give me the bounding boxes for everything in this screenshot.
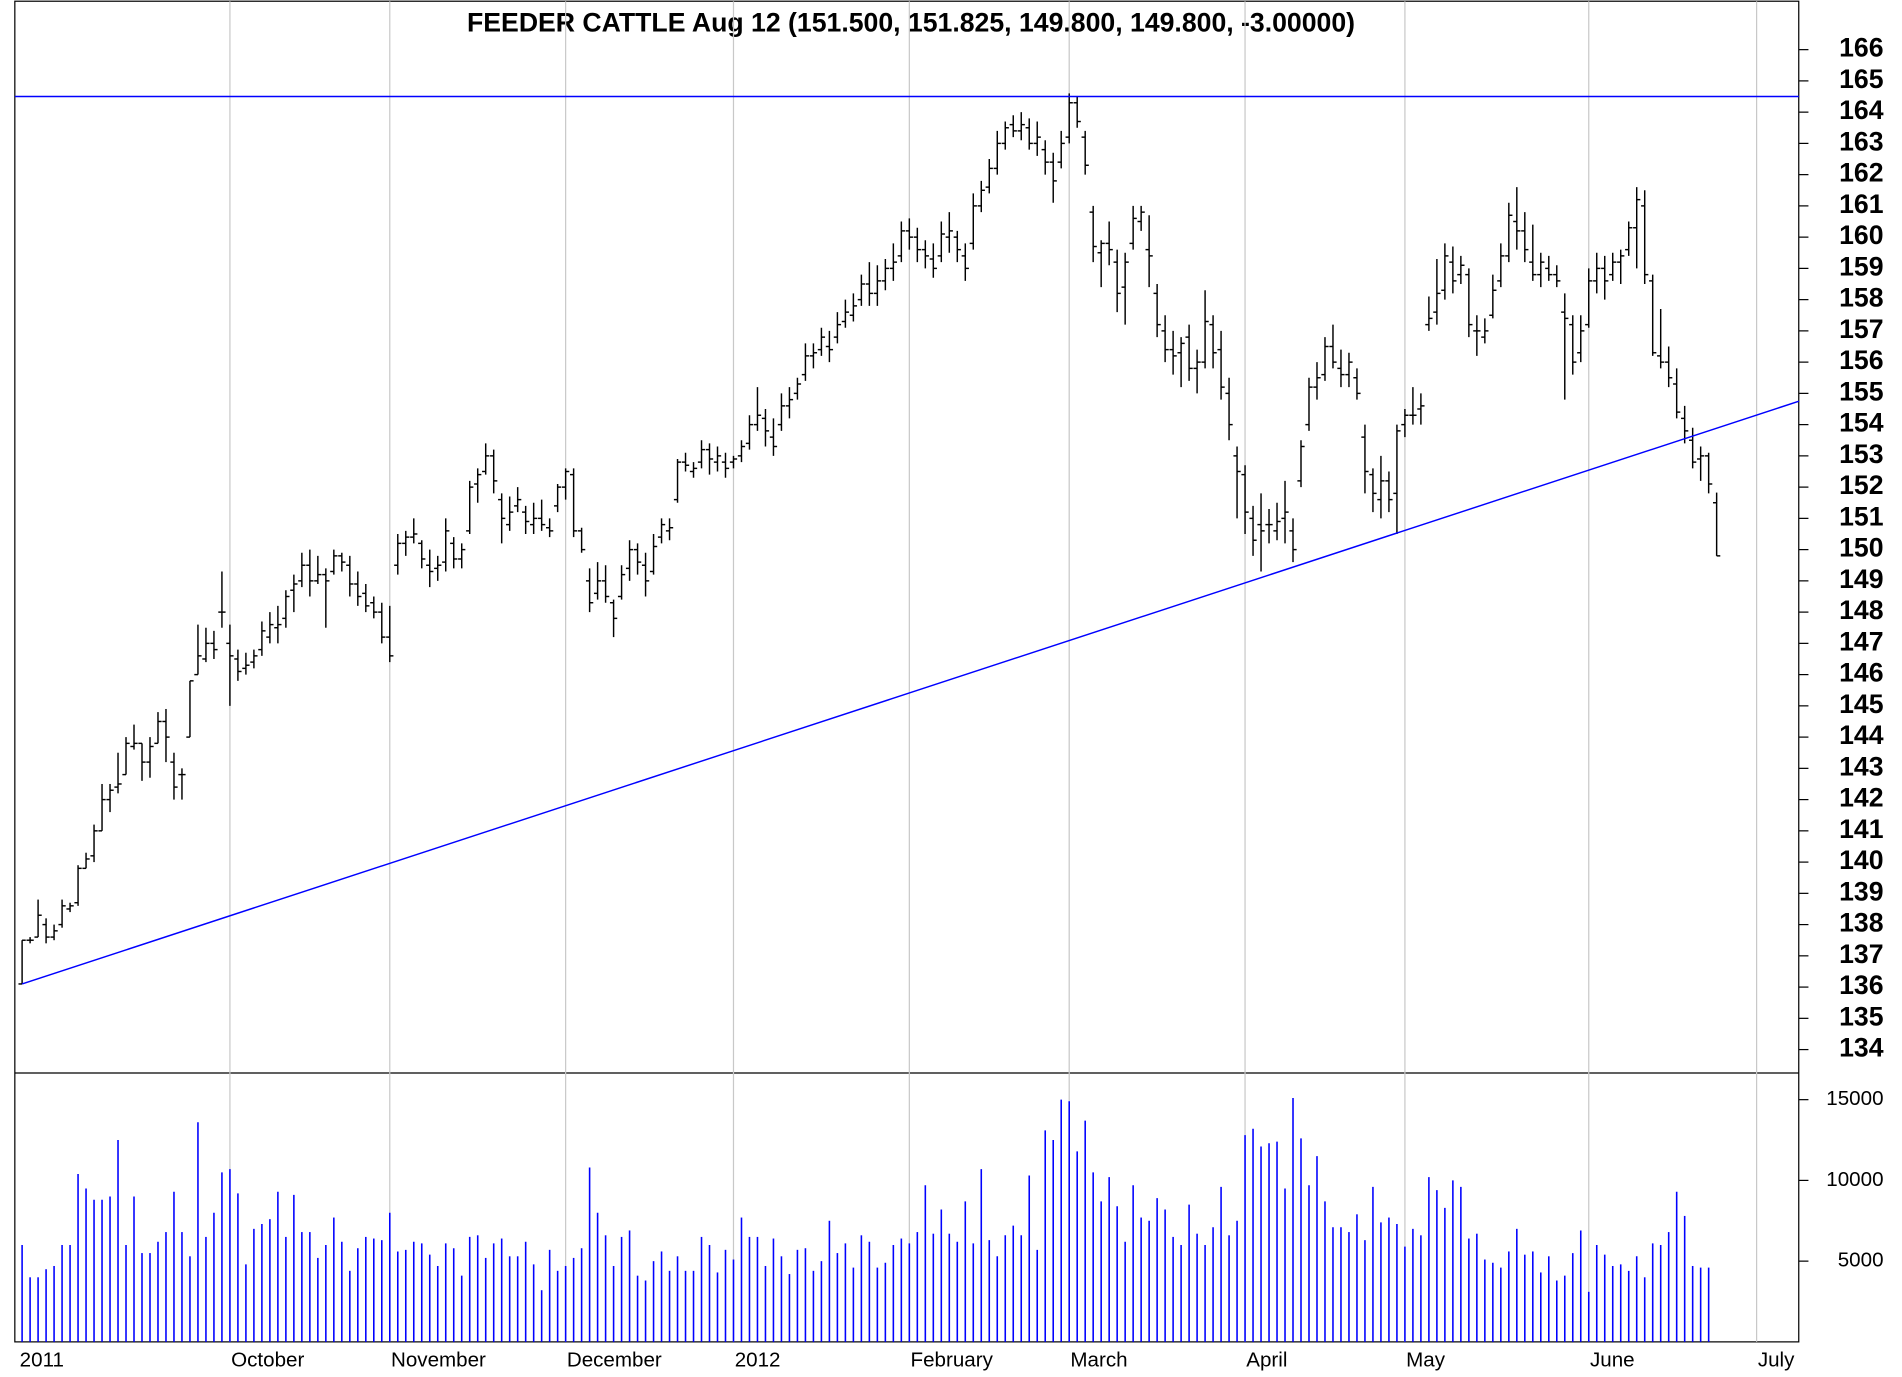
trend-line [21,400,1800,985]
y-tick-label: 141 [1839,814,1884,844]
y-tick-label: 144 [1839,720,1884,750]
y-tick-label: 137 [1839,939,1883,969]
plot-frame [14,0,1800,1343]
y-tick-label: 150 [1839,533,1883,563]
y-tick-label: 143 [1839,751,1883,781]
y-tick-label: 142 [1839,783,1883,813]
x-tick-label: February [911,1349,994,1372]
y-tick-label: 154 [1839,408,1884,438]
x-tick-label: May [1406,1349,1446,1372]
y-tick-label: 148 [1839,595,1883,625]
y-tick-label: 160 [1839,220,1883,250]
y-tick-label: 165 [1839,64,1884,94]
y-tick-label: 136 [1839,970,1883,1000]
y-tick-label: 163 [1839,126,1883,156]
x-tick-label: November [391,1349,486,1372]
y-tick-label: 134 [1839,1033,1884,1063]
y-tick-label: 164 [1839,95,1884,125]
y-tick-label: 146 [1839,658,1883,688]
x-tick-label: 2011 [20,1349,64,1372]
x-tick-label: December [567,1349,662,1372]
y-tick-label: 140 [1839,845,1883,875]
x-tick-label: July [1758,1349,1795,1372]
chart-title: FEEDER CATTLE Aug 12 (151.500, 151.825, … [467,7,1355,37]
y-tick-label: 158 [1839,283,1883,313]
x-tick-label: June [1590,1349,1635,1372]
y-tick-label: 155 [1839,376,1884,406]
y-tick-label: 162 [1839,158,1883,188]
y-tick-label: 10000 [1826,1168,1883,1191]
x-tick-label: March [1070,1349,1127,1372]
y-tick-label: 153 [1839,439,1883,469]
y-tick-label: 145 [1839,689,1884,719]
y-tick-label: 138 [1839,908,1883,938]
x-tick-label: October [231,1349,304,1372]
x-tick-label: 2012 [735,1349,781,1372]
y-tick-label: 156 [1839,345,1883,375]
y-tick-label: 5000 [1838,1249,1884,1272]
y-tick-label: 157 [1839,314,1883,344]
y-tick-label: 166 [1839,33,1883,63]
y-tick-label: 135 [1839,1001,1884,1031]
y-tick-label: 159 [1839,251,1883,281]
y-tick-label: 149 [1839,564,1883,594]
y-tick-label: 147 [1839,626,1883,656]
y-tick-label: 151 [1839,501,1884,531]
y-tick-label: 161 [1839,189,1884,219]
y-tick-label: 152 [1839,470,1883,500]
x-tick-label: April [1246,1349,1287,1372]
y-tick-label: 15000 [1826,1087,1883,1110]
y-tick-label: 139 [1839,876,1883,906]
